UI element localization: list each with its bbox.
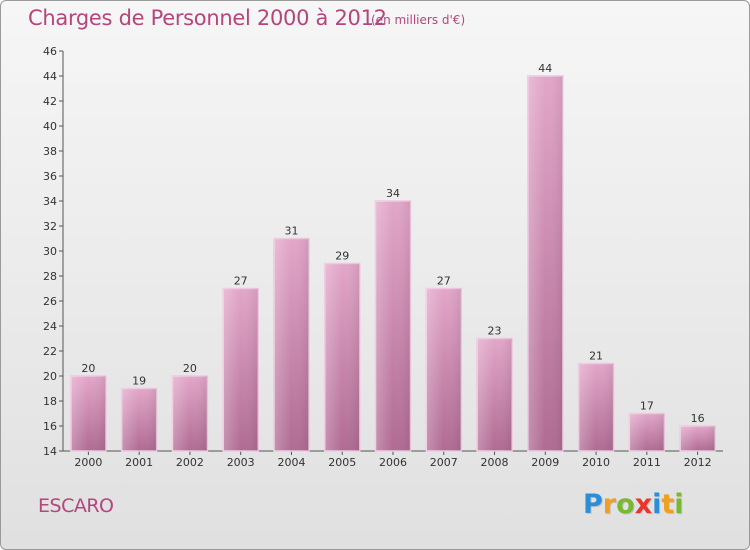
logo-letter: x bbox=[634, 489, 653, 520]
data-label: 34 bbox=[386, 187, 400, 200]
bars bbox=[70, 75, 716, 452]
logo-letter: P bbox=[583, 489, 603, 520]
data-labels: 20 19 20 27 31 29 34 27 23 44 21 17 16 bbox=[81, 62, 704, 425]
data-label: 16 bbox=[691, 412, 705, 425]
bar-shade bbox=[426, 288, 462, 451]
logo-letter: i bbox=[652, 489, 662, 520]
y-tick-label: 22 bbox=[43, 345, 57, 358]
y-tick-label: 44 bbox=[43, 70, 57, 83]
data-label: 29 bbox=[335, 250, 349, 263]
logo-letter: t bbox=[661, 489, 675, 520]
chart-title: Charges de Personnel 2000 à 2012 bbox=[28, 6, 387, 30]
data-label: 31 bbox=[284, 225, 298, 238]
x-tick-label: 2010 bbox=[582, 456, 610, 469]
y-tick-label: 16 bbox=[43, 420, 57, 433]
data-label: 23 bbox=[488, 325, 502, 338]
y-tick-labels: 14 16 18 20 22 24 26 28 30 32 34 36 38 40 42 44 46 bbox=[43, 45, 57, 458]
y-tick-label: 14 bbox=[43, 445, 57, 458]
logo-letter: i bbox=[674, 489, 684, 520]
x-tick-label: 2003 bbox=[227, 456, 255, 469]
data-label: 19 bbox=[132, 375, 146, 388]
data-label: 20 bbox=[81, 362, 95, 375]
y-tick-label: 36 bbox=[43, 170, 57, 183]
proxiti-logo: Proxiti bbox=[583, 489, 684, 520]
bar-shade bbox=[121, 388, 157, 451]
y-tick-label: 46 bbox=[43, 45, 57, 58]
data-label: 20 bbox=[183, 362, 197, 375]
bar-shade bbox=[578, 363, 614, 451]
data-label: 44 bbox=[538, 62, 552, 75]
bar-shade bbox=[223, 288, 259, 451]
y-tick-label: 20 bbox=[43, 370, 57, 383]
x-tick-label: 2000 bbox=[74, 456, 102, 469]
chart-subtitle: (en milliers d'€) bbox=[371, 13, 466, 27]
x-tick-label: 2002 bbox=[176, 456, 204, 469]
data-label: 17 bbox=[640, 400, 654, 413]
y-tick-label: 26 bbox=[43, 295, 57, 308]
y-tick-label: 40 bbox=[43, 120, 57, 133]
x-tick-label: 2008 bbox=[481, 456, 509, 469]
logo-letter: r bbox=[602, 489, 617, 520]
data-label: 27 bbox=[234, 275, 248, 288]
x-tick-label: 2012 bbox=[684, 456, 712, 469]
bar-shade bbox=[375, 201, 411, 451]
bar-shade bbox=[527, 76, 563, 451]
bar-shade bbox=[680, 426, 716, 451]
y-tick-label: 34 bbox=[43, 195, 57, 208]
x-tick-label: 2004 bbox=[277, 456, 305, 469]
x-tick-label: 2011 bbox=[633, 456, 661, 469]
bar-shade bbox=[629, 413, 665, 451]
y-tick-label: 38 bbox=[43, 145, 57, 158]
y-tick-label: 30 bbox=[43, 245, 57, 258]
x-tick-label: 2007 bbox=[430, 456, 458, 469]
y-tick-label: 32 bbox=[43, 220, 57, 233]
bar-shade bbox=[70, 376, 106, 451]
x-tick-label: 2005 bbox=[328, 456, 356, 469]
bar-shade bbox=[273, 238, 309, 451]
data-label: 27 bbox=[437, 275, 451, 288]
y-tick-label: 42 bbox=[43, 95, 57, 108]
bar-shade bbox=[172, 376, 208, 451]
logo-letter: o bbox=[616, 489, 635, 520]
y-tick-label: 24 bbox=[43, 320, 57, 333]
x-tick-labels: 2000 2001 2002 2003 2004 2005 2006 2007 2008 2009… bbox=[74, 456, 711, 469]
x-tick-label: 2009 bbox=[531, 456, 559, 469]
commune-name: ESCARO bbox=[38, 495, 114, 517]
bar-shade bbox=[477, 338, 513, 451]
y-tick-label: 28 bbox=[43, 270, 57, 283]
data-label: 21 bbox=[589, 350, 603, 363]
x-tick-label: 2001 bbox=[125, 456, 153, 469]
y-tick-label: 18 bbox=[43, 395, 57, 408]
x-tick-label: 2006 bbox=[379, 456, 407, 469]
bar-shade bbox=[324, 263, 360, 451]
